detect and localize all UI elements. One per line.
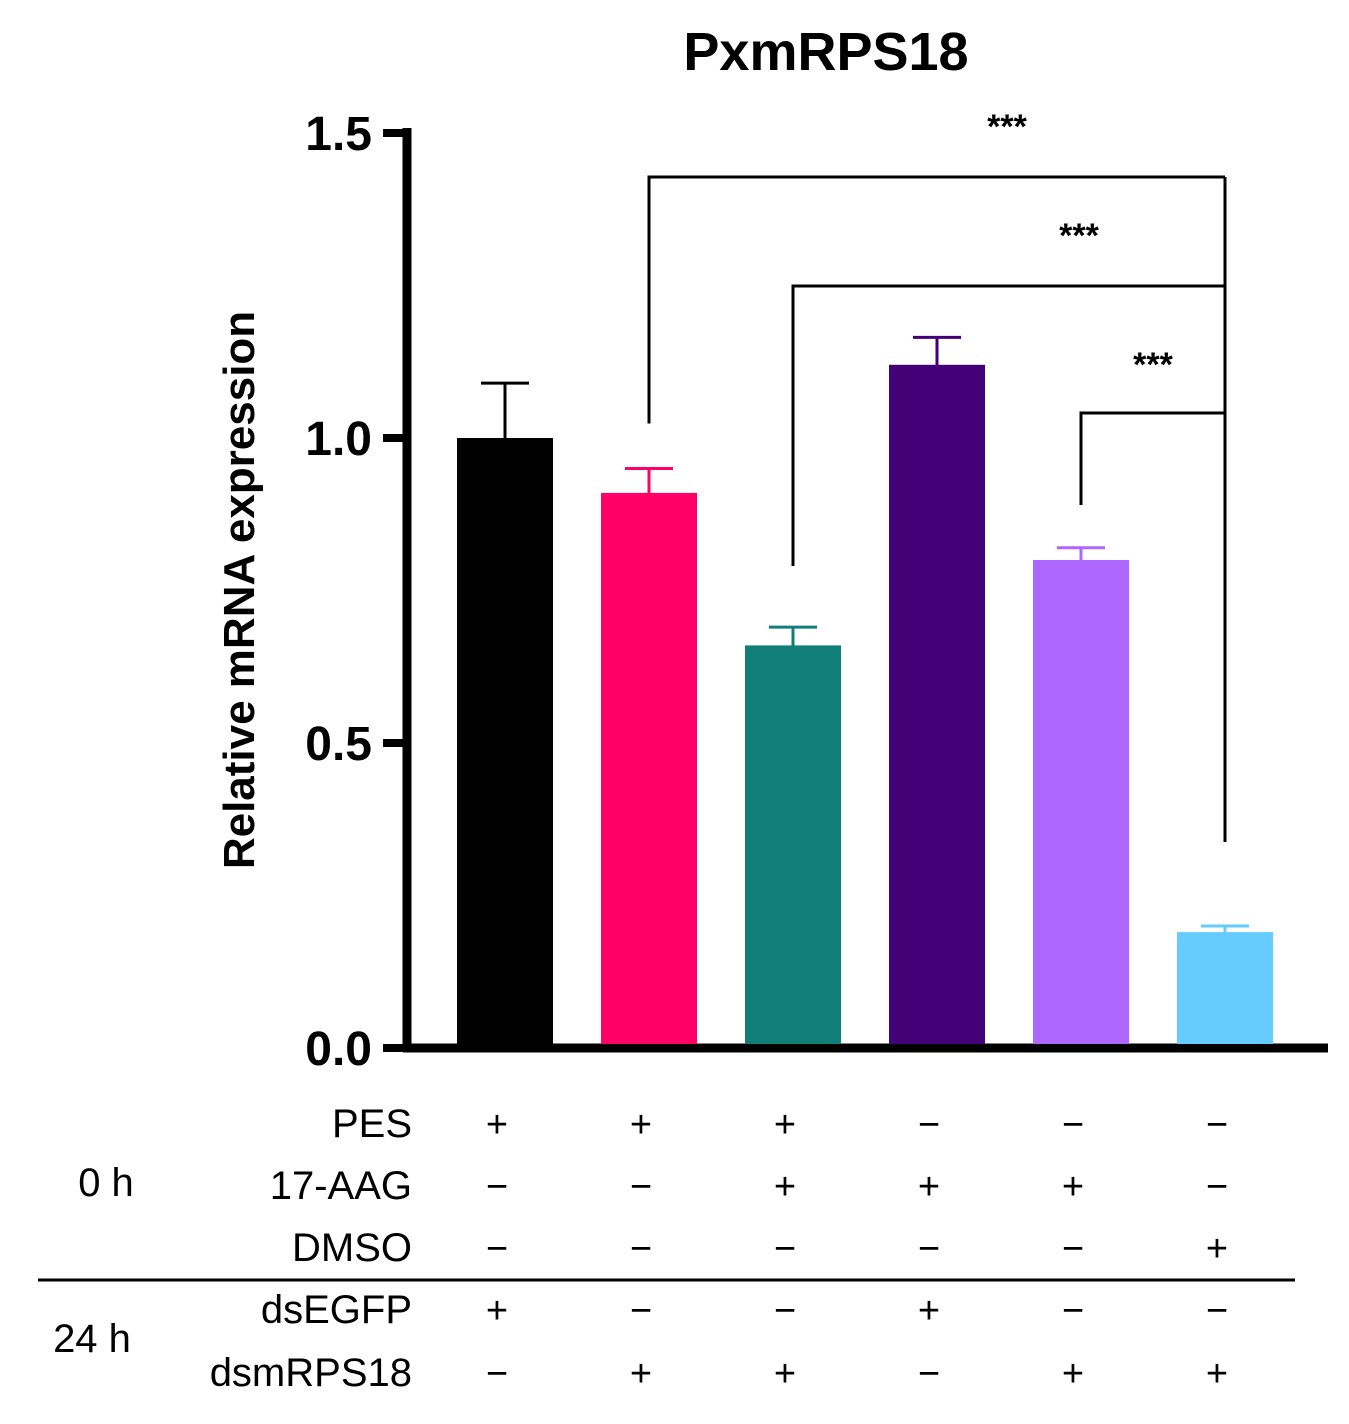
treatment-name: dsmRPS18 — [210, 1351, 412, 1395]
significance-label-1: *** — [987, 108, 1027, 146]
treatment-sign: − — [1062, 1290, 1084, 1332]
bar-4 — [889, 364, 985, 1044]
y-tick-label: 0.0 — [305, 1023, 372, 1076]
treatment-sign: − — [486, 1353, 508, 1395]
time-group-label: 24 h — [53, 1317, 131, 1361]
y-tick-label: 1.5 — [305, 108, 372, 161]
treatment-sign: − — [1062, 1228, 1084, 1270]
treatment-sign: − — [1206, 1166, 1228, 1208]
treatment-sign: − — [486, 1166, 508, 1208]
treatment-sign: + — [918, 1290, 940, 1332]
significance-label-2: *** — [1059, 217, 1099, 255]
bar-3 — [745, 645, 841, 1044]
treatment-sign: − — [1062, 1104, 1084, 1146]
bar-6 — [1177, 932, 1273, 1044]
treatment-sign: + — [630, 1104, 652, 1146]
treatment-sign: − — [486, 1228, 508, 1270]
treatment-sign: − — [918, 1228, 940, 1270]
treatment-sign: − — [1206, 1104, 1228, 1146]
treatment-sign: + — [1206, 1228, 1228, 1270]
treatment-sign: − — [918, 1353, 940, 1395]
treatment-sign: + — [774, 1104, 796, 1146]
treatment-name: dsEGFP — [261, 1288, 412, 1332]
significance-label-3: *** — [1133, 346, 1173, 384]
treatment-sign: + — [918, 1166, 940, 1208]
treatment-sign: + — [774, 1353, 796, 1395]
treatment-sign: − — [630, 1228, 652, 1270]
chart-title: PxmRPS18 — [683, 22, 968, 82]
treatment-sign: − — [1206, 1290, 1228, 1332]
significance-bracket-1 — [647, 175, 1225, 424]
y-axis-label: Relative mRNA expression — [215, 311, 264, 869]
treatment-sign: − — [774, 1228, 796, 1270]
treatment-sign: + — [1062, 1166, 1084, 1208]
treatment-sign: + — [1206, 1353, 1228, 1395]
treatment-sign: + — [486, 1290, 508, 1332]
treatment-sign: + — [1062, 1353, 1084, 1395]
bar-1 — [457, 438, 553, 1044]
bar-2 — [601, 492, 697, 1044]
treatment-sign: − — [918, 1104, 940, 1146]
y-tick-label: 0.5 — [305, 718, 372, 771]
treatment-name: DMSO — [292, 1226, 412, 1270]
treatment-sign: − — [630, 1166, 652, 1208]
bar-5 — [1033, 560, 1129, 1044]
significance-bracket-3 — [1079, 411, 1225, 505]
treatment-name: 17-AAG — [270, 1164, 412, 1208]
treatment-sign: + — [486, 1104, 508, 1146]
significance-bracket-2 — [791, 284, 1225, 566]
treatment-sign: + — [630, 1353, 652, 1395]
y-tick-label: 1.0 — [305, 413, 372, 466]
time-group-label: 0 h — [78, 1161, 134, 1205]
treatment-name: PES — [332, 1102, 412, 1146]
treatment-sign: − — [774, 1290, 796, 1332]
treatment-sign: − — [630, 1290, 652, 1332]
treatment-sign: + — [774, 1166, 796, 1208]
